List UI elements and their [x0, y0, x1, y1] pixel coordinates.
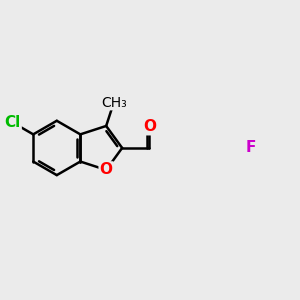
Text: Cl: Cl: [4, 115, 21, 130]
Text: O: O: [100, 162, 113, 177]
Text: CH₃: CH₃: [101, 96, 127, 110]
Text: F: F: [245, 140, 256, 155]
Text: O: O: [143, 119, 156, 134]
